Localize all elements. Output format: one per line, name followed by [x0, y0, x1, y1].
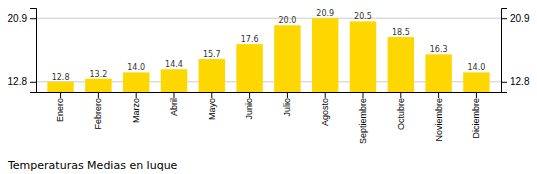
bar [199, 59, 225, 92]
bar [123, 72, 149, 92]
tick-mark [400, 92, 401, 98]
tick-label: 20.9 [510, 13, 530, 24]
tick: 20.9 [501, 13, 530, 24]
tick: Junio [244, 92, 254, 120]
tick-label: 12.8 [510, 76, 530, 87]
plot: Enero Febrero Marzo Abril Mayo Junio Julio Agos… [8, 9, 530, 145]
chart: Enero Febrero Marzo Abril Mayo Junio Julio Agos… [0, 0, 537, 174]
tick-mark [476, 92, 477, 98]
data-label: 18.5 [392, 28, 410, 37]
tick-mark [211, 92, 212, 98]
tick-mark [363, 92, 364, 98]
tick-label: Julio [282, 98, 292, 117]
bar [47, 82, 73, 92]
tick-label: Septiembre [358, 98, 368, 144]
tick-mark [98, 92, 99, 98]
tick: 12.8 [501, 76, 530, 87]
bar [85, 79, 111, 92]
bar [161, 69, 187, 92]
tick-label: Enero [55, 98, 65, 122]
data-label: 15.7 [203, 50, 221, 59]
axis-line [502, 9, 508, 93]
data-label: 17.6 [241, 35, 259, 44]
bar [388, 37, 414, 92]
bar [463, 72, 489, 92]
tick-mark [60, 92, 61, 98]
tick-mark [136, 92, 137, 98]
y-axis: 12.8 20.9 [8, 9, 37, 93]
tick-label: Noviembre [434, 98, 444, 142]
tick-label: Octubre [396, 98, 406, 130]
tick: Noviembre [434, 92, 444, 142]
tick: Diciembre [471, 92, 481, 139]
tick-label: Agosto [320, 98, 330, 126]
data-labels: 12.8 13.2 14.0 14.4 15.7 17.6 20.0 20.9 20.5 18.5… [52, 9, 486, 82]
tick: Mayo [207, 92, 217, 120]
tick: Octubre [396, 92, 406, 130]
tick-mark [438, 92, 439, 98]
tick: Febrero [93, 92, 103, 130]
grid-line [36, 18, 501, 19]
bar [350, 21, 376, 92]
tick: Abril [169, 92, 179, 116]
tick-mark [249, 92, 250, 98]
y2-axis: 12.8 20.9 [501, 9, 530, 93]
data-label: 13.2 [89, 70, 107, 79]
tick-mark [325, 92, 326, 98]
tick-mark [173, 92, 174, 98]
bar [425, 54, 451, 92]
tick-mark [501, 18, 507, 19]
tick-label: Mayo [207, 98, 217, 120]
title: Temperaturas Medias en luque [7, 159, 178, 172]
data-label: 14.0 [127, 63, 145, 72]
tick: Marzo [131, 92, 141, 123]
tick-mark [501, 82, 507, 83]
tick-label: Febrero [93, 98, 103, 130]
data-label: 20.5 [354, 12, 372, 21]
axis-line [30, 9, 37, 93]
tick-label: Diciembre [471, 98, 481, 139]
bar [312, 18, 338, 92]
axis-line [37, 92, 502, 93]
tick-label: 20.9 [8, 13, 28, 24]
tick-label: Junio [244, 98, 254, 120]
data-label: 20.9 [316, 9, 334, 18]
tick: Julio [282, 92, 292, 117]
tick: 12.8 [8, 76, 36, 87]
tick-label: Abril [169, 98, 179, 116]
data-label: 12.8 [52, 73, 70, 82]
bars [47, 18, 489, 92]
data-label: 14.4 [165, 60, 183, 69]
data-label: 14.0 [468, 63, 486, 72]
tick-mark [30, 18, 36, 19]
tick-label: Marzo [131, 98, 141, 123]
bar [274, 25, 300, 92]
tick-mark [287, 92, 288, 98]
tick: Enero [55, 92, 65, 122]
x-axis: Enero Febrero Marzo Abril Mayo Junio Julio Agos… [37, 92, 502, 144]
tick: Septiembre [358, 92, 368, 144]
tick: 20.9 [8, 13, 36, 24]
bar [236, 44, 262, 92]
data-label: 20.0 [278, 16, 296, 25]
data-label: 16.3 [430, 45, 448, 54]
tick-label: 12.8 [8, 76, 28, 87]
tick: Agosto [320, 92, 330, 126]
tick-mark [30, 82, 36, 83]
